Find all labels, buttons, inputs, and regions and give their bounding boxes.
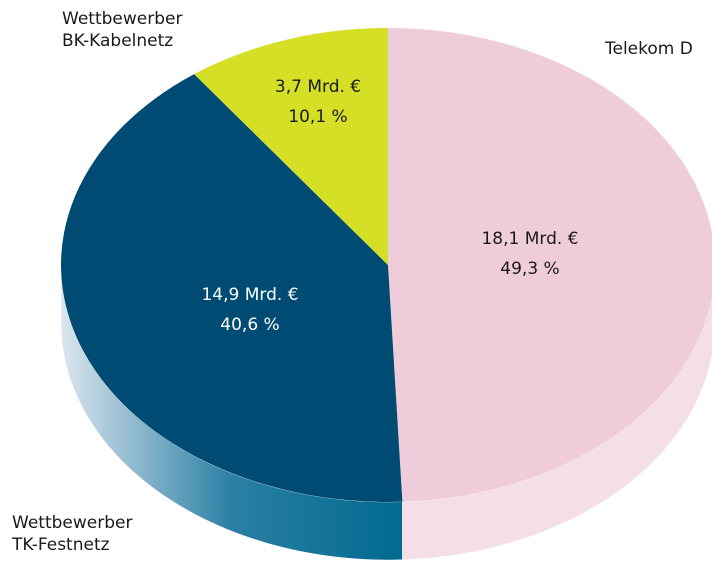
pie-slice <box>61 74 403 502</box>
category-label: Telekom D <box>605 39 693 59</box>
amount-label: 18,1 Mrd. € <box>481 229 579 249</box>
category-label: Wettbewerber BK-Kabelnetz <box>62 9 183 51</box>
value-label: 49,3 % <box>500 259 560 279</box>
category-label: Wettbewerber TK-Festnetz <box>12 513 133 555</box>
amount-label: 3,7 Mrd. € <box>274 77 362 97</box>
pie-slice <box>194 28 388 265</box>
value-label: 40,6 % <box>220 315 280 335</box>
value-label: 10,1 % <box>288 107 348 127</box>
pie-slice <box>388 28 712 502</box>
amount-label: 14,9 Mrd. € <box>201 285 299 305</box>
